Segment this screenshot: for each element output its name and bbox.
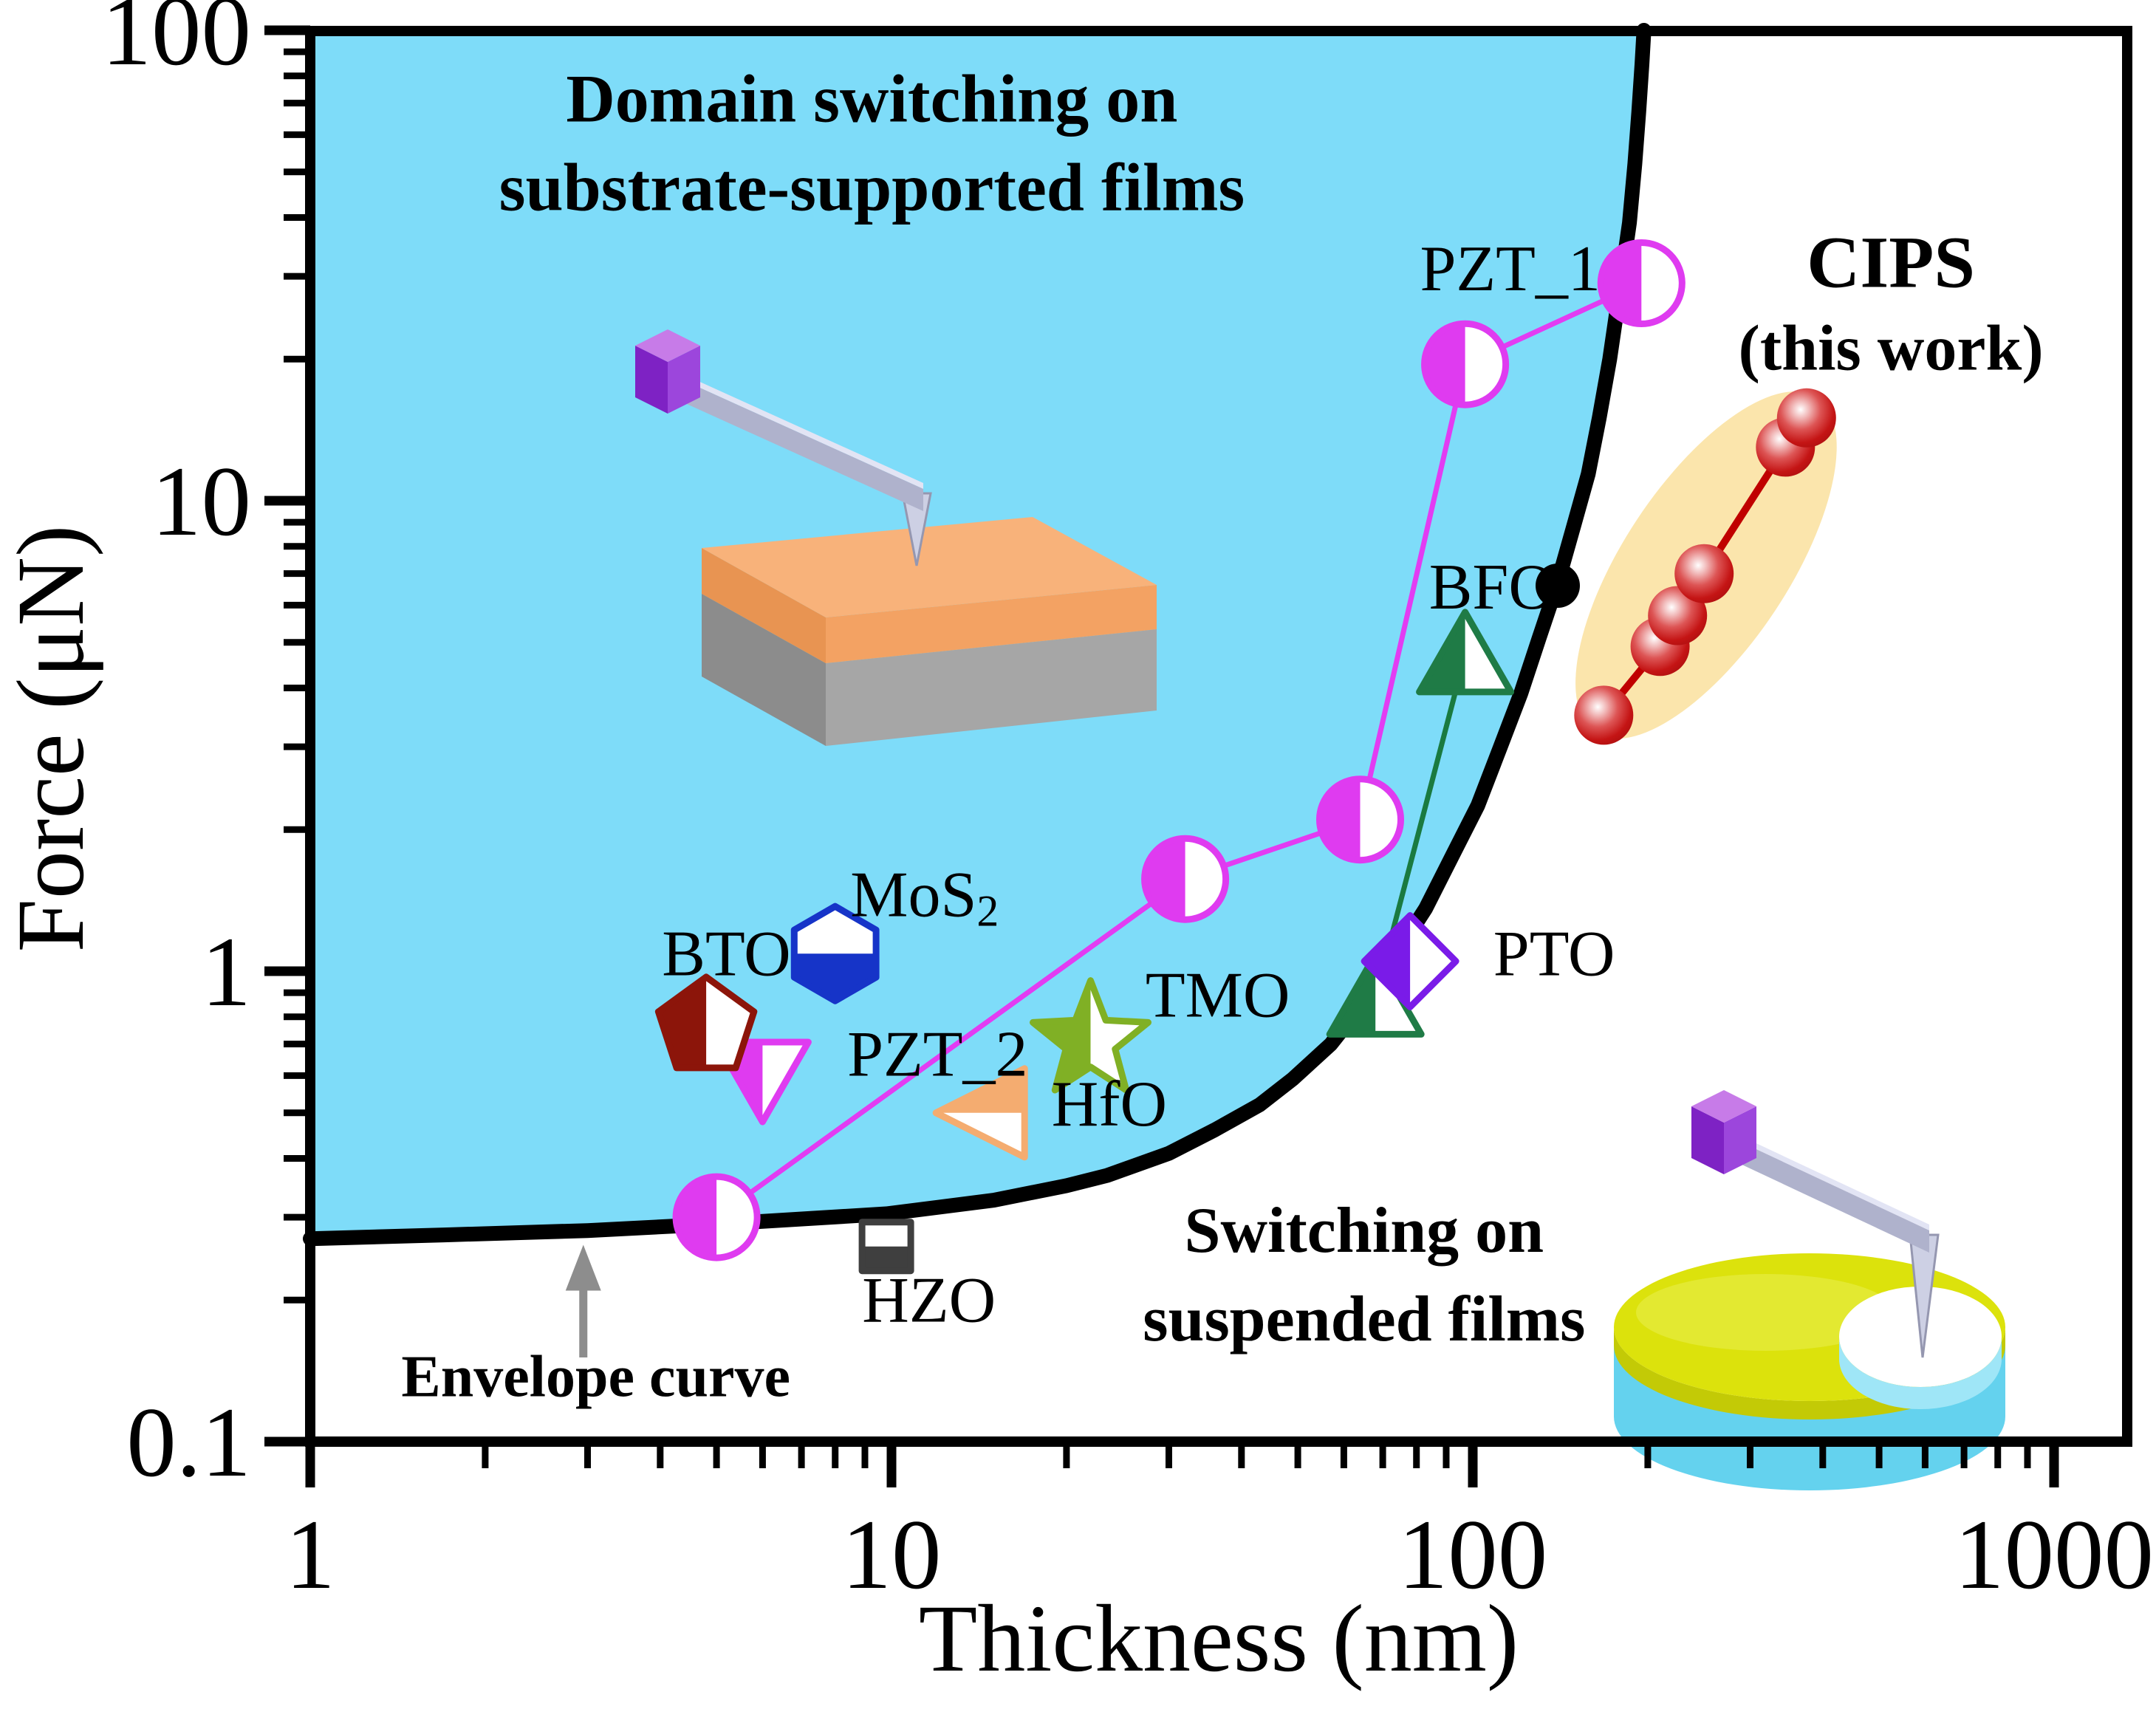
pzt_1-data-point (672, 1173, 761, 1261)
x-axis-title: Thickness (nm) (919, 1586, 1519, 1692)
x-tick-label-1: 1 (285, 1500, 335, 1610)
cantilever-beam-icon (656, 368, 923, 511)
cantilever-top (656, 362, 923, 489)
label-suspended-1: Switching on (1185, 1195, 1544, 1267)
y-axis-title: Force (μN) (0, 525, 104, 953)
cantilever-holder-right (668, 346, 700, 414)
afm-on-suspended-film-illustration (1614, 1090, 2005, 1490)
cips-data-point (1648, 586, 1708, 645)
y-tick-label-0.1: 0.1 (126, 1388, 251, 1498)
label-bto: BTO (662, 919, 790, 990)
x-tick-label-10: 10 (842, 1500, 942, 1610)
y-tick-label-100: 100 (102, 0, 252, 86)
afm-on-substrate-illustration (635, 329, 1157, 746)
bfo-data-point (1416, 609, 1515, 696)
cips-data-point (1574, 685, 1634, 745)
suspended-hole-wall (1839, 1337, 2002, 1409)
film-side (702, 548, 826, 663)
cantilever-top (1712, 1123, 1929, 1230)
pzt_1-data-point (1141, 835, 1230, 923)
pzt_1-data-point (1421, 320, 1510, 408)
plot-frame (305, 26, 2132, 1447)
cantilever-holder-left (1691, 1106, 1724, 1174)
cips-data-point (1674, 544, 1734, 603)
y-tick-label-10: 10 (151, 447, 251, 557)
cantilever-beam-icon (1712, 1129, 1929, 1253)
cantilever-holder-right (1724, 1106, 1756, 1174)
film-top (702, 517, 1157, 617)
axis-ticks (264, 25, 2059, 1487)
bfo_envelope_point-data-point (1536, 564, 1580, 608)
label-hfo: HfO (1052, 1069, 1167, 1140)
hfo-data-point (932, 1065, 1028, 1161)
bto-data-point (654, 973, 758, 1072)
label-hzo: HZO (862, 1264, 996, 1336)
envelope-arrow-head (565, 1244, 601, 1291)
label-cips: CIPS (1807, 221, 1975, 303)
label-tmo: TMO (1146, 960, 1290, 1032)
label-pto: PTO (1493, 919, 1615, 990)
mos2-data-point (790, 903, 880, 1004)
region-title-2: substrate-supported films (499, 149, 1245, 225)
x-tick-label-1000: 1000 (1954, 1500, 2154, 1610)
pzt_1-data-point (1597, 239, 1686, 327)
hzo-data-point (858, 1219, 914, 1275)
label-bfo: BFO (1429, 552, 1556, 623)
cantilever-holder-left (635, 346, 668, 414)
substrate-base-side (702, 594, 826, 746)
pto-data-point (1361, 912, 1459, 1010)
label-pzt2: PZT_2 (847, 1018, 1027, 1090)
cantilever-holder-top (635, 329, 700, 362)
cantilever-holder-top (1691, 1090, 1756, 1123)
cips-data-point (1776, 388, 1836, 448)
region-title-1: Domain switching on (566, 61, 1177, 137)
x-tick-label-100: 100 (1398, 1500, 1548, 1610)
label-mos2: MoS2 (850, 859, 999, 935)
label-envelope: Envelope curve (401, 1344, 790, 1409)
label-cips-2: (this work) (1739, 312, 2044, 384)
label-pzt1: PZT_1 (1420, 233, 1600, 305)
suspended-film-sheen (1636, 1274, 1895, 1351)
film-front (826, 585, 1157, 663)
pzt_1-data-point (1316, 775, 1404, 864)
y-tick-label-1: 1 (202, 917, 252, 1027)
label-suspended-2: suspended films (1143, 1284, 1585, 1355)
tmo-data-point (1030, 977, 1151, 1094)
substrate-base-front (826, 629, 1157, 746)
